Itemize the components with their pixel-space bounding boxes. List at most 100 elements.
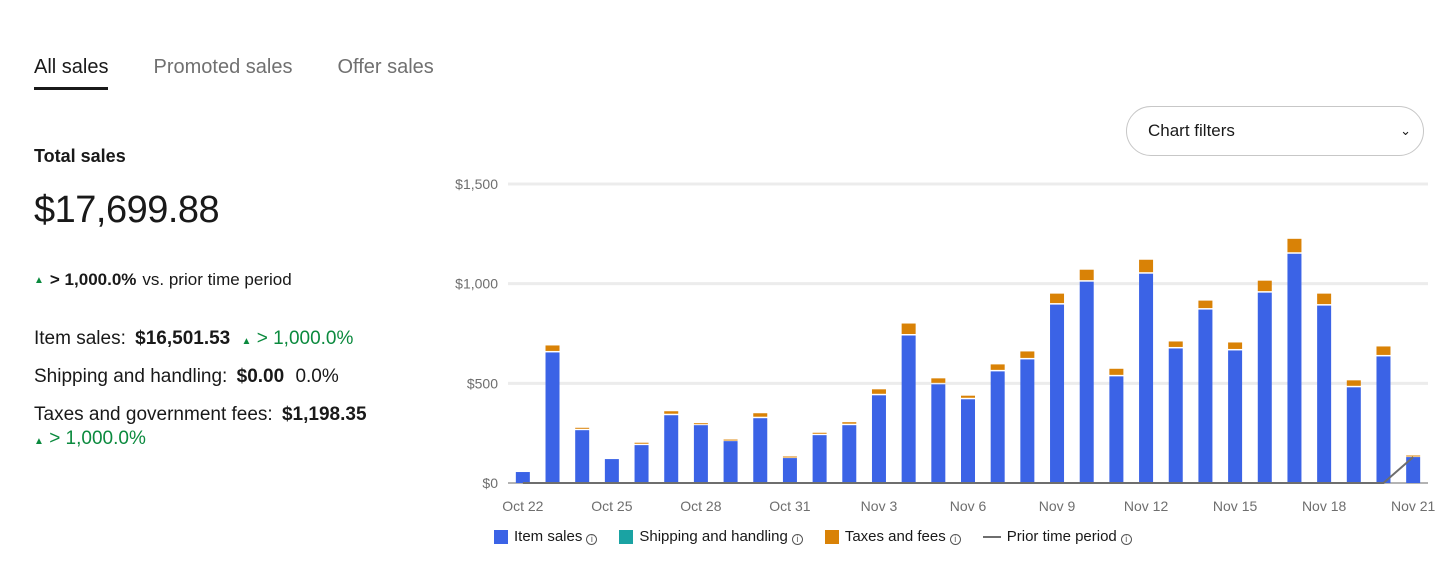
prior-period-line (522, 456, 1414, 484)
up-triangle-icon: ▲ (34, 274, 44, 286)
bar-item-sales (1050, 304, 1065, 483)
bar-item-sales (723, 441, 738, 483)
bar-taxes (1406, 455, 1421, 457)
tab-promoted-sales[interactable]: Promoted sales (153, 56, 293, 78)
bar-taxes (1168, 341, 1183, 347)
bar-taxes (782, 456, 797, 458)
total-sales-value: $17,699.88 (34, 189, 220, 231)
bar-item-sales (1406, 457, 1421, 483)
bar-taxes (901, 323, 916, 334)
legend-label: Taxes and fees (844, 528, 946, 545)
bar-item-sales (901, 335, 916, 483)
tab-all-sales[interactable]: All sales (34, 56, 109, 90)
total-change-suffix: vs. prior time period (142, 270, 292, 289)
legend-label: Item sales (514, 528, 583, 545)
legend-item-shipping[interactable]: Shipping and handling i (619, 528, 803, 545)
chart-filters-label: Chart filters (1148, 121, 1235, 140)
legend-item-taxes[interactable]: Taxes and fees i (824, 528, 961, 545)
info-icon[interactable]: i (1120, 534, 1132, 545)
item-sales-change-value: > 1,000.0% (256, 328, 354, 349)
bar-item-sales (812, 435, 827, 483)
sales-summary: Total sales $17,699.88 ▲ > 1,000.0% vs. … (34, 146, 424, 450)
legend-label: Shipping and handling (639, 528, 788, 545)
legend-item-sales[interactable]: Item sales i (494, 528, 598, 545)
bar-item-sales (1257, 292, 1272, 483)
x-tick-label: Nov 6 (950, 498, 987, 514)
bar-taxes (664, 411, 679, 414)
bar-taxes (575, 427, 590, 429)
y-tick-label: $1,500 (455, 176, 498, 192)
bar-item-sales (1287, 253, 1302, 483)
chevron-down-icon: ⌄ (1400, 123, 1411, 138)
sales-chart: $0 $500 $1,000 $1,500 Oct 22 Oct 25 Oct 28 Oct … (455, 176, 1436, 514)
bar-taxes (1139, 259, 1154, 273)
bar-item-sales (753, 418, 768, 483)
bar-item-sales (931, 384, 946, 483)
bar-item-sales (634, 445, 649, 483)
x-tick-label: Nov 15 (1213, 498, 1258, 514)
bar-item-sales (1228, 350, 1243, 483)
bar-item-sales (1346, 387, 1361, 483)
chart-filters-dropdown[interactable]: Chart filters ⌄ (1126, 106, 1424, 156)
bar-item-sales (1376, 356, 1391, 483)
x-tick-label: Oct 22 (502, 498, 543, 514)
bar-taxes (812, 432, 827, 434)
bar-taxes (753, 413, 768, 417)
x-tick-label: Oct 31 (769, 498, 810, 514)
y-tick-label: $1,000 (455, 276, 498, 292)
bar-item-sales (1079, 281, 1094, 483)
info-icon[interactable]: i (791, 534, 803, 545)
legend-swatch (824, 529, 839, 544)
x-tick-label: Nov 3 (861, 498, 898, 514)
up-triangle-icon: ▲ (34, 436, 44, 447)
bar-taxes (1020, 351, 1035, 358)
bar-taxes (1198, 300, 1213, 309)
bar-taxes (634, 442, 649, 444)
item-sales-change: ▲ > 1,000.0% (242, 328, 354, 349)
tab-offer-sales[interactable]: Offer sales (337, 56, 434, 78)
bar-taxes (723, 439, 738, 441)
item-sales-value: $16,501.53 (135, 328, 231, 349)
x-tick-label: Nov 21 (1391, 498, 1436, 514)
legend-line-swatch (982, 535, 1001, 538)
shipping-metric: Shipping and handling: $0.00 0.0% (34, 366, 424, 388)
bar-taxes (842, 422, 857, 424)
info-icon[interactable]: i (586, 534, 598, 545)
bar-item-sales (1317, 305, 1332, 483)
x-tick-label: Nov 9 (1039, 498, 1076, 514)
bar-taxes (1317, 293, 1332, 305)
bar-taxes (990, 364, 1005, 370)
bar-taxes (1079, 269, 1094, 281)
item-sales-label: Item sales: (34, 328, 126, 349)
up-triangle-icon: ▲ (241, 336, 252, 347)
bar-taxes (1109, 368, 1124, 375)
chart-legend: Item sales i Shipping and handling i Tax… (494, 528, 1154, 545)
bar-taxes (871, 389, 886, 394)
total-sales-label: Total sales (34, 146, 126, 166)
sales-tabs: All sales Promoted sales Offer sales (34, 56, 434, 90)
bar-taxes (545, 345, 560, 351)
total-change: ▲ > 1,000.0% vs. prior time period (34, 270, 424, 290)
shipping-value: $0.00 (236, 366, 285, 387)
bar-item-sales (782, 458, 797, 483)
x-tick-label: Oct 25 (591, 498, 632, 514)
bar-item-sales (515, 472, 530, 483)
bar-item-sales (693, 425, 708, 483)
total-change-value: > 1,000.0% (49, 270, 137, 289)
x-tick-label: Nov 18 (1302, 498, 1347, 514)
x-tick-label: Nov 12 (1124, 498, 1169, 514)
legend-item-prior[interactable]: Prior time period i (982, 528, 1132, 545)
taxes-change-value: > 1,000.0% (49, 428, 146, 449)
bar-taxes (1050, 293, 1065, 304)
bar-item-sales (1168, 348, 1183, 483)
shipping-label: Shipping and handling: (34, 366, 228, 387)
shipping-change: 0.0% (295, 366, 339, 387)
taxes-label: Taxes and government fees: (34, 404, 273, 425)
y-tick-label: $500 (467, 375, 498, 391)
bar-item-sales (664, 415, 679, 483)
bar-item-sales (1109, 376, 1124, 483)
legend-label: Prior time period (1006, 528, 1117, 545)
info-icon[interactable]: i (949, 534, 961, 545)
bar-item-sales (575, 430, 590, 483)
bar-taxes (931, 378, 946, 383)
